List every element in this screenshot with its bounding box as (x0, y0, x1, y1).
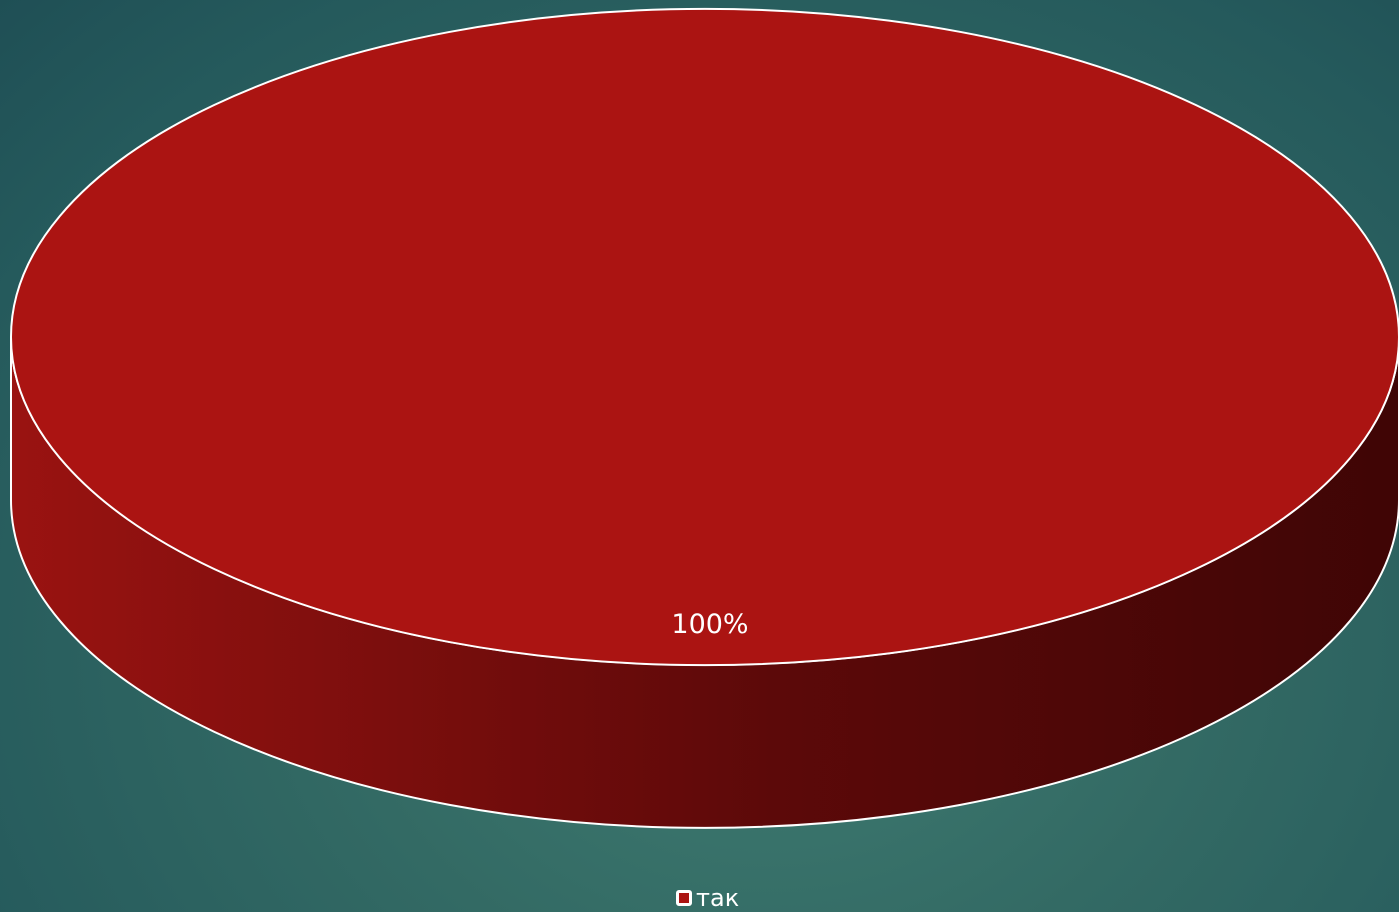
legend-swatch (676, 890, 692, 906)
legend-label: так (696, 884, 740, 912)
data-label: 100% (671, 609, 748, 640)
legend: так (676, 885, 739, 911)
pie-slice-top (9, 8, 1399, 666)
